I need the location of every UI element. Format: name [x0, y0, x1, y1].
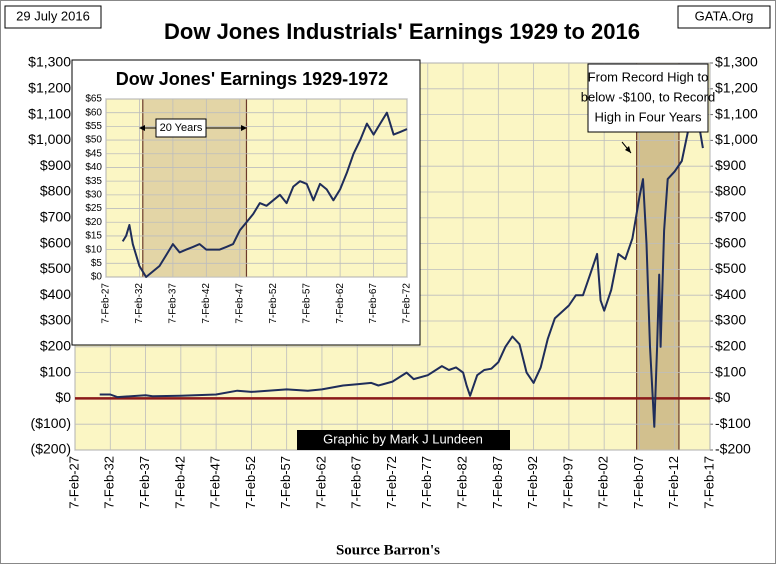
y-tick-label: $1,100	[28, 105, 71, 121]
y-tick-label: $1,000	[28, 131, 71, 147]
x-tick-label: 7-Feb-42	[172, 456, 187, 509]
date-label: 29 July 2016	[16, 8, 90, 23]
y-tick-label: $200	[40, 338, 71, 354]
y-tick-label: $60	[85, 107, 102, 118]
y-tick-label: $400	[40, 286, 71, 302]
y-tick-label: $50	[85, 135, 102, 146]
y-tick-label: ($100)	[31, 415, 71, 431]
y-tick-label: $10	[85, 244, 102, 255]
y-tick-label: $55	[85, 121, 102, 132]
y-tick-label: ($200)	[31, 441, 71, 457]
x-tick-label: 7-Feb-82	[454, 456, 469, 509]
x-tick-label: 7-Feb-02	[596, 456, 611, 509]
y-tick-label: $15	[85, 231, 102, 242]
y2-tick-label: $100	[715, 363, 746, 379]
x-tick-label: 7-Feb-47	[234, 283, 245, 324]
y2-tick-label: $900	[715, 157, 746, 173]
x-tick-label: 7-Feb-27	[66, 456, 81, 509]
x-tick-label: 7-Feb-27	[101, 283, 112, 324]
y2-tick-label: -$200	[715, 441, 751, 457]
y2-tick-label: $400	[715, 286, 746, 302]
y-tick-label: $25	[85, 203, 102, 214]
x-tick-label: 7-Feb-87	[490, 456, 505, 509]
arrow-head	[139, 125, 145, 131]
y-tick-label: $45	[85, 148, 102, 159]
y2-tick-label: $1,300	[715, 54, 758, 70]
y-tick-label: $65	[85, 94, 102, 105]
x-tick-label: 7-Feb-37	[137, 456, 152, 509]
y-tick-label: $700	[40, 209, 71, 225]
arrow-head	[241, 125, 247, 131]
y-tick-label: $35	[85, 176, 102, 187]
inset-title: Dow Jones' Earnings 1929-1972	[116, 69, 388, 89]
y-tick-label: $100	[40, 363, 71, 379]
site-box	[677, 5, 771, 29]
series-line	[121, 111, 408, 278]
x-tick-label: 7-Feb-92	[525, 456, 540, 509]
credit-box	[297, 430, 510, 450]
x-tick-label: 7-Feb-07	[631, 456, 646, 509]
y2-tick-label: $500	[715, 260, 746, 276]
x-tick-label: 7-Feb-62	[335, 283, 346, 324]
chart-title: Dow Jones Industrials' Earnings 1929 to …	[164, 19, 640, 44]
y-tick-label: $0	[91, 272, 103, 283]
y-tick-label: $600	[40, 234, 71, 250]
y-tick-label: $0	[55, 389, 71, 405]
x-tick-label: 7-Feb-72	[402, 283, 413, 324]
y-tick-label: $900	[40, 157, 71, 173]
x-tick-label: 7-Feb-32	[102, 456, 117, 509]
annotation-line: below -$100, to Record	[581, 89, 715, 104]
credit: Graphic by Mark J Lundeen	[323, 431, 483, 446]
span-label: 20 Years	[160, 122, 203, 134]
x-tick-label: 7-Feb-57	[278, 456, 293, 509]
y2-tick-label: $300	[715, 312, 746, 328]
y-tick-label: $1,200	[28, 80, 71, 96]
x-tick-label: 7-Feb-67	[368, 283, 379, 324]
x-tick-label: 7-Feb-77	[419, 456, 434, 509]
x-tick-label: 7-Feb-47	[208, 456, 223, 509]
y-tick-label: $300	[40, 312, 71, 328]
y2-tick-label: -$100	[715, 415, 751, 431]
x-tick-label: 7-Feb-57	[301, 283, 312, 324]
x-tick-label: 7-Feb-32	[134, 283, 145, 324]
x-tick-label: 7-Feb-62	[313, 456, 328, 509]
y-tick-label: $1,300	[28, 54, 71, 70]
y-tick-label: $40	[85, 162, 102, 173]
annotation-box	[587, 63, 709, 133]
x-tick-label: 7-Feb-52	[268, 283, 279, 324]
x-tick-label: 7-Feb-37	[168, 283, 179, 324]
y-tick-label: $5	[91, 258, 103, 269]
series-line	[99, 100, 704, 428]
y-tick-label: $800	[40, 183, 71, 199]
annotation-line: From Record High to	[588, 69, 709, 84]
x-tick-label: 7-Feb-67	[349, 456, 364, 509]
y-tick-label: $30	[85, 189, 102, 200]
y2-tick-label: $200	[715, 338, 746, 354]
x-tick-label: 7-Feb-97	[560, 456, 575, 509]
y-tick-label: $500	[40, 260, 71, 276]
y2-tick-label: $800	[715, 183, 746, 199]
site-label: GATA.Org	[695, 8, 754, 23]
y-tick-label: $20	[85, 217, 102, 228]
y2-tick-label: $1,000	[715, 131, 758, 147]
y2-tick-label: $1,100	[715, 105, 758, 121]
x-tick-label: 7-Feb-42	[201, 283, 212, 324]
y2-tick-label: $600	[715, 234, 746, 250]
x-tick-label: 7-Feb-72	[384, 456, 399, 509]
y2-tick-label: $0	[715, 389, 731, 405]
source: Source Barron's	[336, 542, 440, 558]
date-box	[4, 5, 102, 29]
y2-tick-label: $700	[715, 209, 746, 225]
y2-tick-label: $1,200	[715, 80, 758, 96]
annotation-line: High in Four Years	[595, 109, 702, 124]
arrow-head	[625, 146, 631, 153]
x-tick-label: 7-Feb-12	[666, 456, 681, 509]
x-tick-label: 7-Feb-17	[701, 456, 716, 509]
x-tick-label: 7-Feb-52	[243, 456, 258, 509]
